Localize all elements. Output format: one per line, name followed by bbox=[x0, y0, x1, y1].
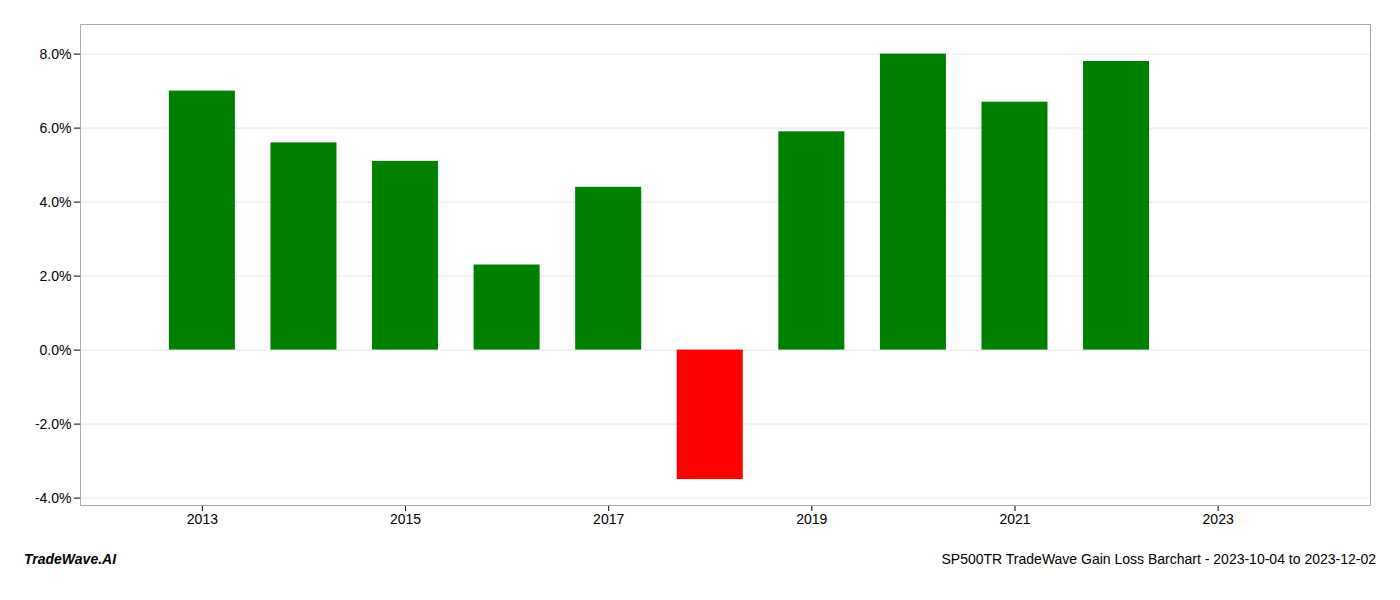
svg-text:2015: 2015 bbox=[390, 511, 421, 527]
svg-text:8.0%: 8.0% bbox=[40, 46, 72, 62]
svg-text:2.0%: 2.0% bbox=[40, 268, 72, 284]
svg-text:2019: 2019 bbox=[796, 511, 827, 527]
svg-text:6.0%: 6.0% bbox=[40, 120, 72, 136]
svg-text:-4.0%: -4.0% bbox=[35, 490, 72, 506]
html-text:SP500TR TradeWave Gain Loss Ba: SP500TR TradeWave Gain Loss Barchart - 2… bbox=[941, 551, 1376, 567]
svg-text:-2.0%: -2.0% bbox=[35, 416, 72, 432]
svg-text:4.0%: 4.0% bbox=[40, 194, 72, 210]
html-text:TradeWave.AI: TradeWave.AI bbox=[24, 551, 117, 567]
svg-text:2023: 2023 bbox=[1203, 511, 1234, 527]
svg-text:2017: 2017 bbox=[593, 511, 624, 527]
svg-text:2013: 2013 bbox=[187, 511, 218, 527]
svg-text:0.0%: 0.0% bbox=[40, 342, 72, 358]
svg-text:2021: 2021 bbox=[999, 511, 1030, 527]
